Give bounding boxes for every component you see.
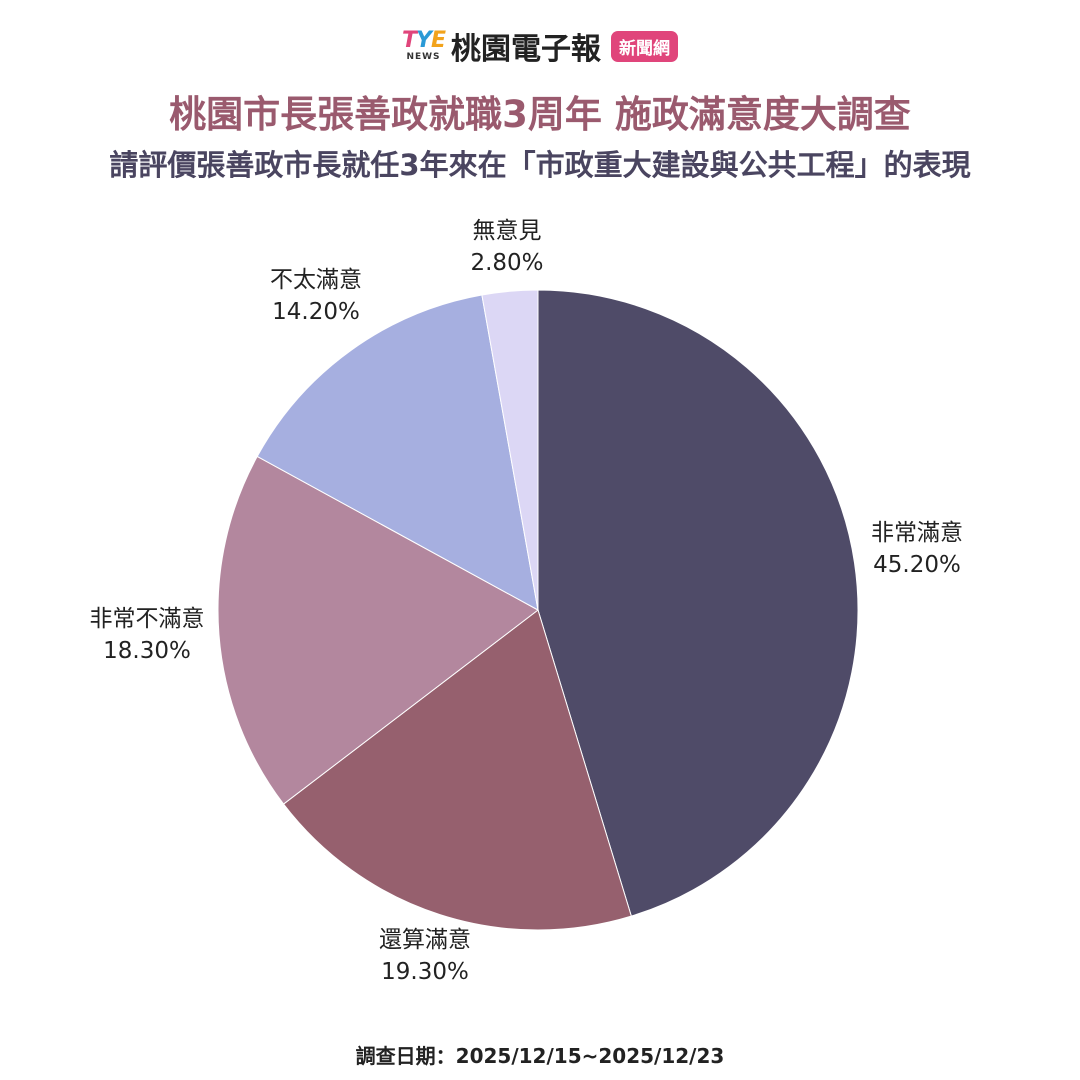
slice-label: 非常不滿意 xyxy=(90,606,205,632)
brand-header: TYE NEWS 桃園電子報 新聞網 xyxy=(0,24,1080,68)
pie-slice xyxy=(282,609,632,931)
slice-label: 不太滿意 xyxy=(270,267,362,293)
pie-slice xyxy=(256,294,539,611)
chart-subtitle: 請評價張善政市長就任3年來在「市政重大建設與公共工程」的表現 xyxy=(109,148,971,182)
slice-value-label: 2.80% xyxy=(470,250,543,276)
chart-title: 桃園市長張善政就職3周年 施政滿意度大調查 xyxy=(169,93,911,136)
pie-slice xyxy=(217,455,539,805)
logo-sub: NEWS xyxy=(406,52,441,62)
brand-badge: 新聞網 xyxy=(610,30,678,62)
survey-date: 調查日期：2025/12/15~2025/12/23 xyxy=(355,1044,725,1068)
slice-value-label: 45.20% xyxy=(873,552,961,578)
brand-name: 桃園電子報 xyxy=(450,32,601,67)
slice-label: 還算滿意 xyxy=(379,927,471,953)
slice-label: 非常滿意 xyxy=(871,520,963,546)
pie-slice xyxy=(537,289,859,917)
slice-value-label: 18.30% xyxy=(103,638,191,664)
pie-slice xyxy=(481,289,539,611)
tye-news-logo: TYE NEWS xyxy=(402,28,446,62)
logo-text: TYE xyxy=(402,28,446,53)
slice-value-label: 19.30% xyxy=(381,959,469,985)
slice-value-label: 14.20% xyxy=(272,299,360,325)
slice-label: 無意見 xyxy=(473,218,542,244)
